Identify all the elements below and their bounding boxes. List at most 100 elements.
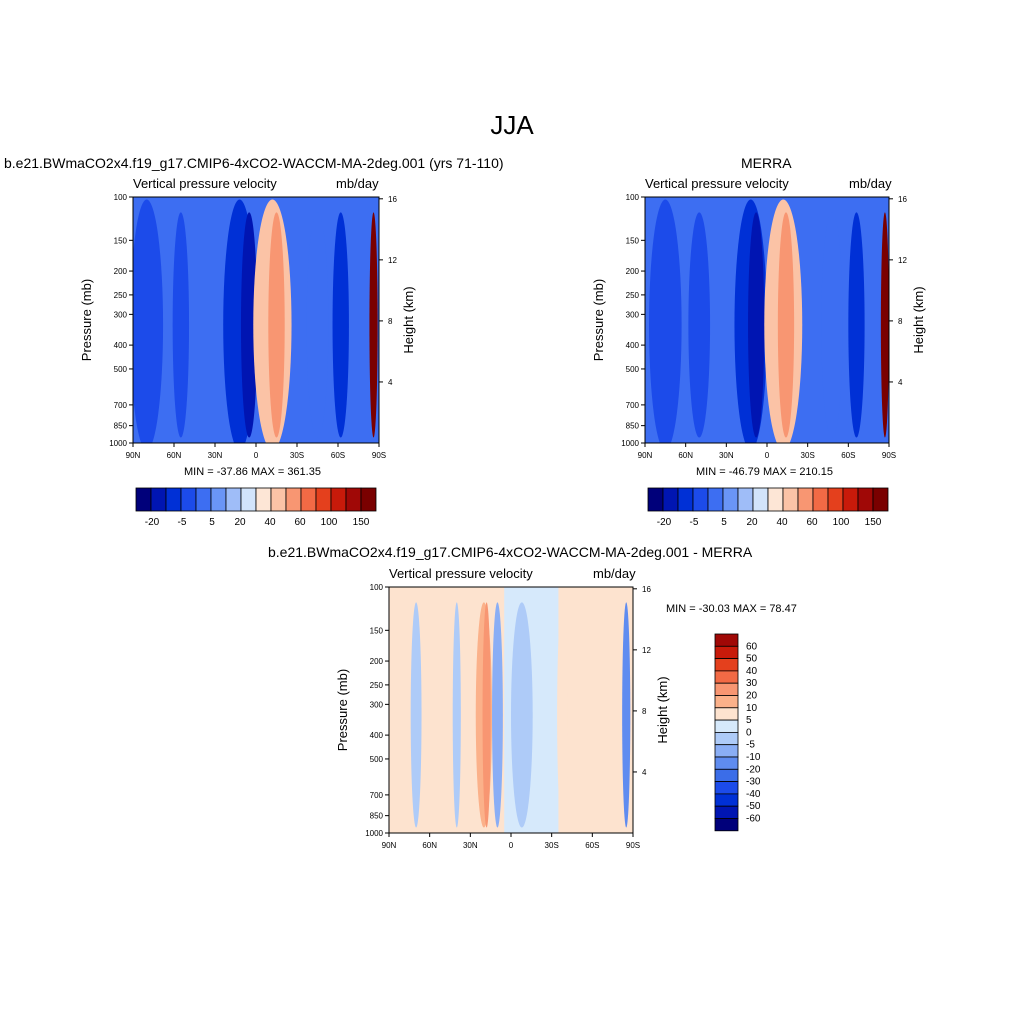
colorbar3-label: -40 [746, 789, 761, 800]
panel3-feature [557, 602, 568, 828]
colorbar2-box [797, 487, 814, 512]
colorbar1-label: 60 [294, 517, 306, 528]
colorbar1-label: -5 [178, 517, 187, 528]
colorbar3-box [714, 756, 739, 770]
colorbar3-box [714, 682, 739, 696]
panel1-xtick-label: 90N [126, 451, 141, 460]
panel2-y2tick-label: 12 [898, 256, 907, 265]
panel1-ytick-label: 700 [114, 401, 128, 410]
panel3-ytick-label: 250 [370, 681, 384, 690]
panel3-ytick-label: 500 [370, 755, 384, 764]
colorbar3-box [714, 645, 739, 659]
colorbar3-label: -20 [746, 764, 761, 775]
panel1-feature [172, 212, 190, 438]
colorbar2-label: 100 [833, 517, 850, 528]
panel2-y2tick-label: 4 [898, 378, 903, 387]
panel1-ytick-label: 250 [114, 291, 128, 300]
colorbar3-label: 5 [746, 715, 752, 726]
panel1-feature [240, 212, 258, 438]
colorbar3-label: 60 [746, 641, 758, 652]
panel2-y2tick-label: 16 [898, 195, 907, 204]
panel2-ytick-label: 100 [626, 193, 640, 202]
colorbar2-box [707, 487, 724, 512]
colorbar1-label: 40 [264, 517, 276, 528]
panel1-feature [268, 212, 285, 438]
colorbar3-box [714, 781, 739, 795]
panel3-xtick-label: 0 [509, 841, 514, 850]
panel1-ytick-label: 300 [114, 310, 128, 319]
colorbar3-label: 0 [746, 727, 752, 738]
panel2-feature [649, 199, 682, 443]
panel3-feature [510, 602, 533, 828]
panel2-ytick-label: 150 [626, 236, 640, 245]
panel3-minmax: MIN = -30.03 MAX = 78.47 [666, 603, 797, 615]
panel1-xtick-label: 60N [167, 451, 182, 460]
panel3-xtick-label: 60N [422, 841, 437, 850]
panel1-y2tick-label: 8 [388, 317, 393, 326]
panel2-xtick-label: 0 [765, 451, 770, 460]
panel3-feature [492, 602, 503, 828]
panel1-xtick-label: 0 [254, 451, 259, 460]
colorbar1-box [150, 487, 167, 512]
panel3-xtick-label: 30S [545, 841, 559, 850]
panel3-feature [622, 602, 631, 828]
panel3-feature [482, 602, 491, 828]
panel2-feature [821, 212, 843, 438]
colorbar1-label: 100 [321, 517, 338, 528]
panel1-xtick-label: 30S [290, 451, 304, 460]
colorbar1-label: 5 [209, 517, 215, 528]
panel3-ytick-label: 1000 [365, 829, 383, 838]
panel2-ytick-label: 300 [626, 310, 640, 319]
colorbar2-label: 150 [865, 517, 882, 528]
colorbar1-label: 20 [234, 517, 246, 528]
panel1-feature [133, 199, 164, 443]
panel2-units-label: mb/day [849, 176, 892, 191]
panel2-feature [848, 212, 865, 438]
colorbar1-box [285, 487, 302, 512]
panel2-ytick-label: 500 [626, 365, 640, 374]
colorbar3-box [714, 707, 739, 721]
panel2-ytick-label: 400 [626, 341, 640, 350]
panel1-ytick-label: 1000 [109, 439, 127, 448]
panel3-ytick-label: 300 [370, 700, 384, 709]
panel3-ytick-label: 100 [370, 583, 384, 592]
panel2-plot [641, 196, 893, 447]
colorbar2-box [692, 487, 709, 512]
panel3-y2tick-label: 16 [642, 585, 651, 594]
panel3-ytick-label: 400 [370, 731, 384, 740]
colorbar3-label: -50 [746, 801, 761, 812]
panel3-y2tick-label: 4 [642, 768, 647, 777]
panel1-ytick-label: 500 [114, 365, 128, 374]
colorbar2-box [752, 487, 769, 512]
panel2-ytick-label: 850 [626, 422, 640, 431]
colorbar3-label: -5 [746, 740, 755, 751]
colorbar1-box [180, 487, 197, 512]
panel2-feature [880, 212, 889, 438]
panel1-ytick-label: 150 [114, 236, 128, 245]
panel2-feature [777, 212, 795, 438]
colorbar3-label: 20 [746, 691, 758, 702]
panel2-ytick-label: 250 [626, 291, 640, 300]
colorbar3-box [714, 793, 739, 807]
panel3-variable-label: Vertical pressure velocity [389, 566, 533, 581]
panel3-feature [452, 602, 461, 828]
panel2-minmax: MIN = -46.79 MAX = 210.15 [696, 466, 833, 478]
panel2-title: MERRA [741, 155, 792, 171]
panel1-minmax: MIN = -37.86 MAX = 361.35 [184, 466, 321, 478]
panel1-feature [306, 212, 329, 438]
colorbar2-box [662, 487, 679, 512]
panel1-xtick-label: 30N [208, 451, 223, 460]
panel2-ylabel: Pressure (mb) [591, 279, 606, 361]
colorbar2-box [782, 487, 799, 512]
colorbar3-box [714, 732, 739, 746]
colorbar3-label: 50 [746, 654, 758, 665]
colorbar1-box [360, 487, 377, 512]
panel2-xtick-label: 90N [638, 451, 653, 460]
colorbar3-label: -60 [746, 814, 761, 825]
colorbar1-box [270, 487, 287, 512]
panel1-y2tick-label: 4 [388, 378, 393, 387]
panel3-ytick-label: 150 [370, 626, 384, 635]
colorbar2-box [722, 487, 739, 512]
panel3-y2tick-label: 12 [642, 646, 651, 655]
